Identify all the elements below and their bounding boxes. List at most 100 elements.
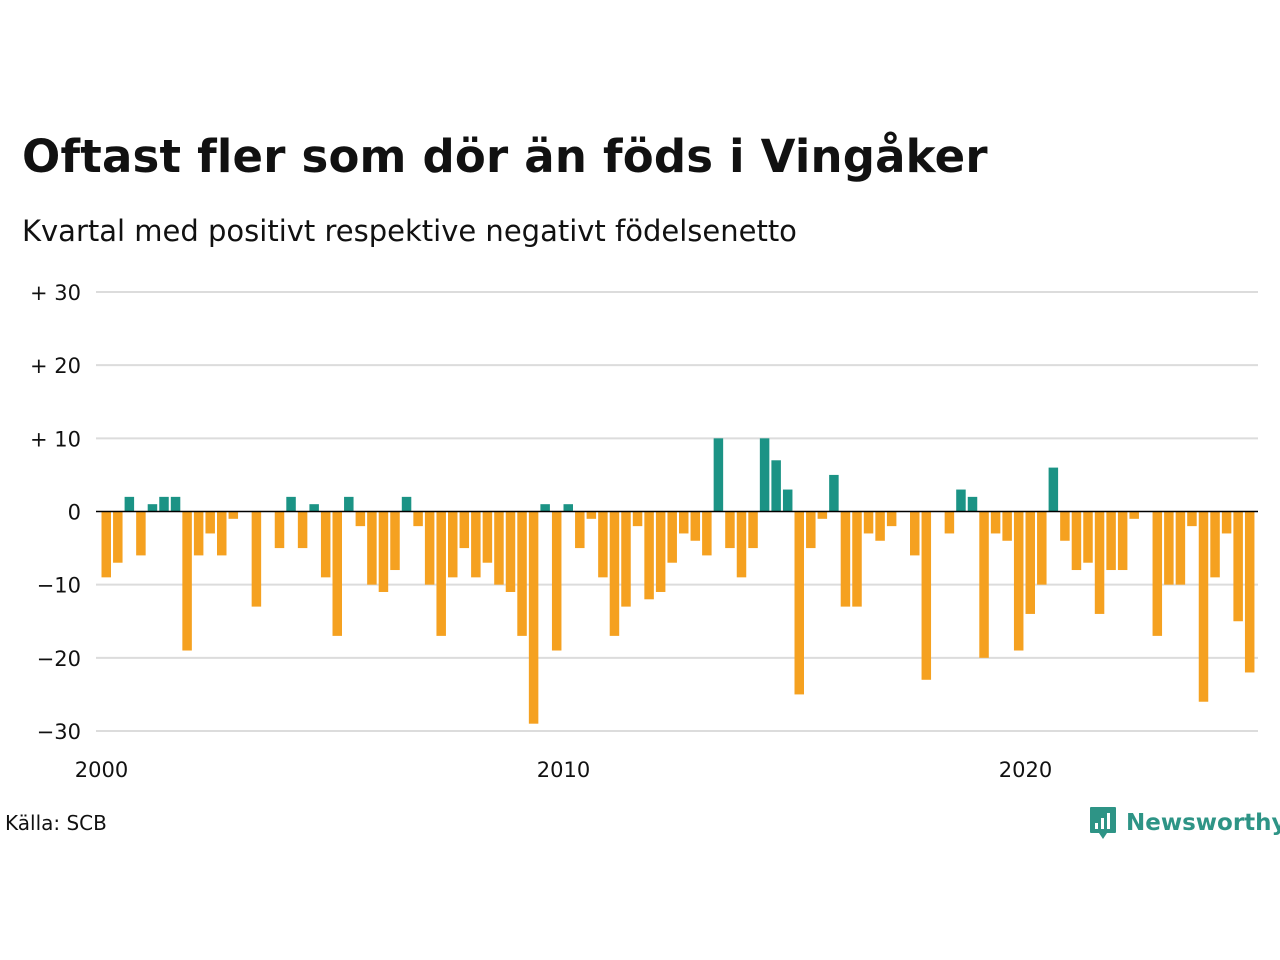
bar (690, 511, 701, 541)
bar (575, 511, 585, 549)
bar (217, 511, 227, 556)
bar (482, 511, 493, 563)
bar (1164, 511, 1174, 585)
bar (1129, 511, 1139, 519)
bar (1071, 511, 1082, 571)
bar (667, 511, 677, 563)
source-label: Källa: SCB (5, 811, 107, 835)
bar (944, 511, 955, 534)
bar (378, 511, 389, 592)
bar (863, 511, 874, 534)
bar (840, 511, 851, 607)
bar (679, 511, 689, 534)
bar (551, 511, 562, 651)
bar (1002, 511, 1012, 541)
bar (967, 496, 978, 512)
bar (1175, 511, 1186, 585)
bar (621, 511, 631, 607)
bar (367, 511, 377, 585)
bar (1060, 511, 1070, 541)
bar (251, 511, 262, 607)
bar (748, 511, 758, 549)
x-tick-label: 2000 (75, 758, 128, 782)
bar (1037, 511, 1047, 585)
bar (1106, 511, 1116, 571)
y-tick-label: −10 (37, 574, 81, 598)
bar (436, 511, 446, 636)
bar (459, 511, 470, 549)
bar (505, 511, 516, 592)
bar (702, 511, 712, 556)
chart-subtitle: Kvartal med positivt respektive negativt… (22, 214, 797, 248)
bar (448, 511, 458, 578)
bar (344, 496, 354, 512)
bar (101, 511, 111, 578)
bar (771, 460, 781, 512)
bar (297, 511, 308, 549)
bar (852, 511, 862, 607)
bar (193, 511, 204, 556)
bar (725, 511, 735, 549)
bar (332, 511, 342, 636)
bar (286, 496, 296, 512)
bar (1094, 511, 1105, 614)
bar (147, 504, 158, 512)
bar (736, 511, 747, 578)
bar (124, 496, 135, 512)
y-tick-label: −20 (37, 647, 81, 671)
bar (274, 511, 285, 549)
bar (829, 474, 839, 512)
bar (494, 511, 504, 585)
bar (586, 511, 597, 519)
bar (886, 511, 897, 527)
bar (655, 511, 666, 592)
bar (390, 511, 400, 571)
bar (644, 511, 654, 600)
bar (355, 511, 366, 527)
bar (528, 511, 539, 724)
bar (424, 511, 435, 585)
bar (817, 511, 828, 519)
y-tick-label: 0 (68, 501, 81, 525)
bar (540, 504, 550, 512)
bar (182, 511, 192, 651)
bar (990, 511, 1001, 534)
bar (1083, 511, 1093, 563)
bar-chart: + 30 + 20 + 10 0 −10 −20 −30 2000 2010 2020 (30, 281, 1258, 782)
bar (413, 511, 423, 527)
y-tick-label: −30 (37, 720, 81, 744)
bar (979, 511, 989, 658)
bar (1210, 511, 1220, 578)
logo-text: Newsworthy (1126, 810, 1280, 836)
bar (794, 511, 804, 695)
bar (782, 489, 793, 512)
bar (309, 504, 319, 512)
bar (1025, 511, 1035, 614)
bar (1013, 511, 1024, 651)
bar (320, 511, 331, 578)
bar (1152, 511, 1163, 636)
chart-title: Oftast fler som dör än föds i Vingåker (22, 130, 988, 183)
bar (517, 511, 527, 636)
newsworthy-logo[interactable]: Newsworthy (1088, 803, 1280, 843)
bar (1117, 511, 1128, 571)
bar (910, 511, 920, 556)
bar (921, 511, 932, 680)
bar (713, 438, 724, 512)
bar (956, 489, 966, 512)
bar (471, 511, 481, 578)
bar-chart-speech-bubble-icon (1090, 807, 1116, 839)
bar (159, 496, 169, 512)
bar (228, 511, 239, 519)
bar (563, 504, 573, 512)
bar (1244, 511, 1255, 673)
x-tick-label: 2020 (999, 758, 1052, 782)
bar (1187, 511, 1197, 527)
y-tick-label: + 30 (30, 281, 81, 305)
bar (113, 511, 123, 563)
bar (1221, 511, 1232, 534)
bar (1198, 511, 1209, 702)
bar (609, 511, 620, 636)
y-tick-label: + 20 (30, 354, 81, 378)
bar (598, 511, 608, 578)
